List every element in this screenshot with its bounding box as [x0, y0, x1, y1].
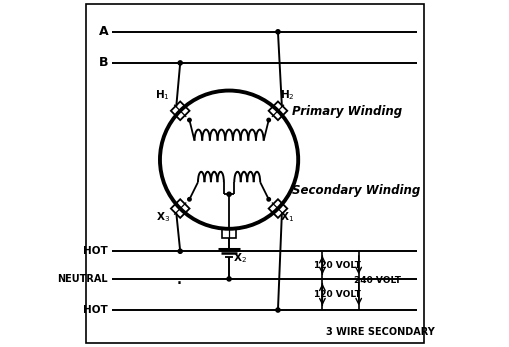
- Text: X$_3$: X$_3$: [155, 210, 169, 224]
- Circle shape: [187, 118, 191, 122]
- Text: B: B: [98, 57, 108, 69]
- Circle shape: [267, 197, 270, 201]
- Circle shape: [275, 30, 279, 34]
- Text: A: A: [98, 25, 108, 38]
- Text: NEUTRAL: NEUTRAL: [58, 274, 108, 284]
- Bar: [221, 229, 236, 238]
- Text: 120 VOLT: 120 VOLT: [313, 261, 360, 270]
- Text: 3 WIRE SECONDARY: 3 WIRE SECONDARY: [325, 328, 434, 338]
- Circle shape: [267, 118, 270, 122]
- Text: HOT: HOT: [83, 305, 108, 315]
- Circle shape: [178, 249, 182, 253]
- Text: X$_2$: X$_2$: [232, 251, 246, 265]
- Circle shape: [187, 197, 191, 201]
- Text: X$_1$: X$_1$: [279, 210, 293, 224]
- Circle shape: [227, 277, 231, 281]
- Text: 120 VOLT: 120 VOLT: [313, 290, 360, 299]
- Circle shape: [275, 308, 279, 312]
- Circle shape: [227, 192, 231, 196]
- Text: Primary Winding: Primary Winding: [291, 105, 401, 118]
- Text: H$_2$: H$_2$: [279, 88, 294, 102]
- Text: .: .: [175, 268, 182, 288]
- Text: H$_1$: H$_1$: [155, 88, 169, 102]
- Text: HOT: HOT: [83, 246, 108, 256]
- Text: Secondary Winding: Secondary Winding: [291, 184, 419, 197]
- Circle shape: [178, 61, 182, 65]
- Text: 240 VOLT: 240 VOLT: [353, 276, 401, 285]
